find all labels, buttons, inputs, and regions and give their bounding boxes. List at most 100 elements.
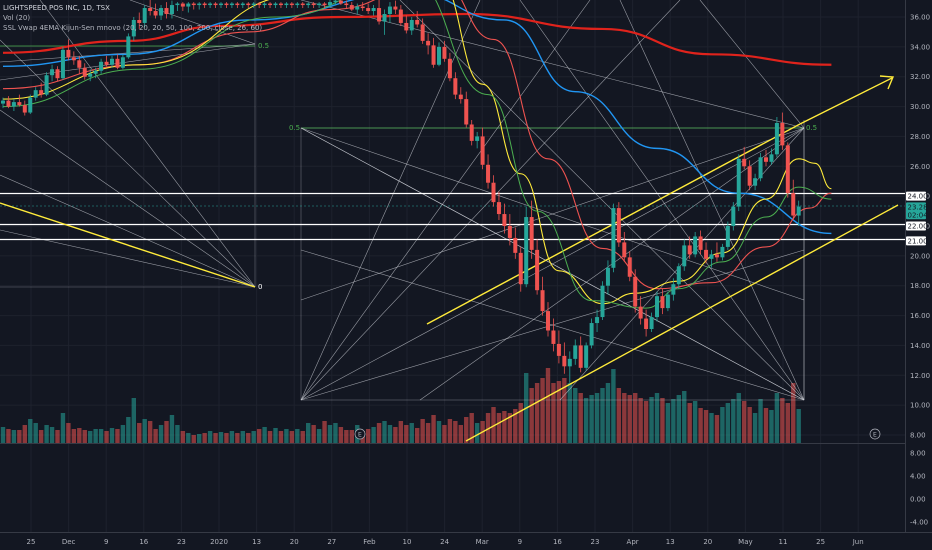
volume-bar (502, 411, 507, 443)
earnings-marker-1[interactable]: E (354, 428, 366, 440)
volume-bar (295, 429, 300, 443)
candle (131, 17, 136, 41)
price-tick-label: 36.00 (910, 14, 930, 22)
candle (709, 249, 714, 268)
volume-bar (692, 401, 698, 443)
candle (262, 2, 267, 9)
volume-bar (338, 427, 344, 443)
candle (671, 278, 676, 301)
candle (529, 200, 534, 259)
candle (169, 0, 174, 19)
candle (535, 239, 540, 295)
candle (71, 51, 76, 65)
volume-bar (71, 429, 77, 443)
candle (278, 2, 283, 9)
volume-bar (769, 410, 774, 443)
candle (426, 33, 431, 55)
volume-bar (284, 429, 289, 443)
volume-bar (60, 413, 66, 443)
earnings-marker-2[interactable]: E (869, 428, 881, 440)
volume-bar (469, 413, 474, 443)
candle (437, 42, 441, 67)
candle (551, 318, 556, 352)
volume-bar (371, 427, 376, 443)
candle (55, 66, 60, 82)
legend-volume[interactable]: Vol (20) (3, 14, 31, 22)
volume-bar (540, 378, 545, 443)
volume-bar (725, 403, 731, 443)
candle (633, 269, 638, 313)
candle (458, 87, 463, 104)
volume-bar (458, 425, 463, 443)
candle (469, 120, 474, 146)
time-tick-label: 13 (252, 538, 261, 546)
candle (611, 203, 616, 273)
volume-bar (11, 430, 17, 443)
candle (513, 227, 518, 259)
volume-bar (93, 429, 98, 443)
volume-bar (627, 395, 632, 443)
candle (464, 91, 469, 128)
legend-indicator[interactable]: SSL Vwap 4EMA Kijun-Sen mnovo (20, 20, 2… (3, 24, 263, 32)
candle (584, 342, 589, 371)
candle (6, 96, 11, 109)
volume-bar (747, 407, 752, 443)
candle (251, 2, 256, 9)
price-tick-label: 14.00 (910, 342, 930, 350)
time-tick-label: 16 (139, 538, 148, 546)
volume-bar (513, 409, 518, 443)
time-axis[interactable]: 25 Dec 9 16 23 2020 13 20 27 Feb 10 24 Mar 9 16 23 Apr 13… (27, 538, 864, 546)
volume-bar (169, 415, 175, 443)
candle (28, 94, 33, 115)
volume-bar (654, 393, 660, 443)
drawing-tools[interactable] (0, 0, 905, 442)
volume-bar (556, 381, 562, 443)
price-tick-label: 32.00 (910, 73, 930, 81)
price-tick-label: 34.00 (910, 43, 930, 51)
candle (796, 200, 801, 226)
candle (627, 251, 632, 282)
volume-bar (289, 431, 295, 443)
time-tick-label: Apr (627, 538, 639, 546)
candle (769, 148, 774, 165)
volume-bar (246, 433, 251, 443)
volume-bar (267, 431, 273, 443)
candle (322, 2, 327, 9)
volume-bar (485, 413, 491, 443)
candle (398, 5, 403, 26)
lower-pane-axis[interactable]: 8.00 4.00 0.00 -4.00 (910, 450, 928, 527)
gann-fan-lines[interactable] (0, 0, 805, 401)
volume-bar (638, 398, 643, 443)
volume-bar (224, 433, 229, 443)
trend-arrow[interactable] (799, 75, 895, 125)
lower-tick-label: 8.00 (910, 450, 926, 458)
candle (153, 3, 158, 19)
candle (382, 9, 387, 35)
volume-bar (33, 423, 38, 443)
candle (393, 0, 398, 15)
volume-bar (365, 429, 371, 443)
candle (753, 173, 758, 191)
time-tick-label: Feb (363, 538, 376, 546)
volume-bar (785, 403, 790, 443)
time-tick-label: 2020 (210, 538, 228, 546)
candle (660, 288, 665, 315)
volume-bar (567, 383, 572, 443)
candle (235, 2, 240, 9)
volume-bar (311, 425, 316, 443)
volume-bar (153, 429, 158, 443)
horizontal-levels[interactable] (0, 192, 905, 241)
candle (333, 0, 338, 6)
volume-bar (300, 431, 305, 443)
volume-bar (66, 423, 71, 443)
legend-symbol[interactable]: LIGHTSPEED POS INC, 1D, TSX (3, 4, 110, 12)
volume-bar (376, 423, 382, 443)
candle (731, 202, 736, 231)
price-tick-label: 12.00 (910, 372, 930, 380)
candle (546, 302, 550, 337)
volume-bar (0, 427, 6, 443)
price-tick-label: 18.00 (910, 282, 930, 290)
candle (578, 336, 583, 373)
volume-bar (453, 421, 458, 443)
